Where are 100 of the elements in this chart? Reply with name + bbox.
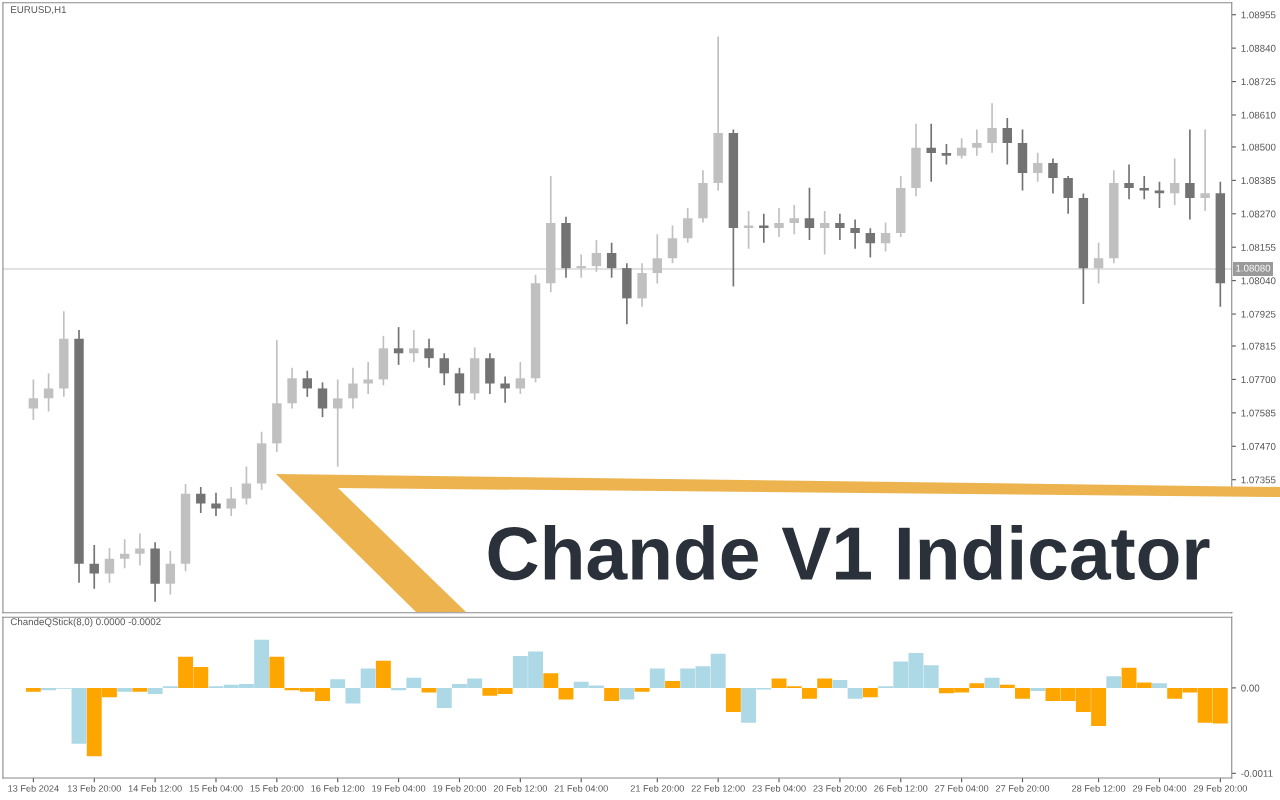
bar	[634, 687, 650, 692]
candlestick	[393, 326, 404, 366]
y-tick-label: 1.07815	[1241, 342, 1276, 350]
bar	[345, 687, 361, 704]
bar	[543, 673, 559, 688]
y-tick-label: 1.07700	[1241, 376, 1276, 384]
y-tick-label: 1.08155	[1241, 243, 1276, 251]
bar	[421, 687, 437, 693]
candlestick	[135, 532, 145, 567]
candlestick	[165, 550, 176, 596]
bar	[117, 687, 133, 692]
bar	[984, 677, 1000, 688]
y-tick-label: 1.08725	[1241, 78, 1276, 86]
x-tick-label: 29 Feb 04:00	[1132, 784, 1187, 792]
bar	[558, 687, 574, 700]
y-tick-label: 1.08385	[1241, 177, 1276, 184]
bar	[619, 687, 635, 700]
candlestick	[104, 547, 115, 584]
bar	[147, 687, 163, 695]
candlestick	[819, 210, 830, 256]
candlestick	[454, 366, 465, 407]
x-tick-label: 23 Feb 20:00	[813, 784, 867, 792]
x-tick-label: 27 Feb 20:00	[995, 784, 1050, 792]
bar	[969, 683, 985, 688]
bar	[604, 687, 620, 702]
candlestick	[28, 378, 39, 421]
candlestick	[1200, 128, 1210, 212]
candlestick	[865, 227, 876, 259]
x-tick-label: 21 Feb 20:00	[630, 784, 684, 792]
candlestick	[1033, 151, 1043, 183]
bar	[1152, 683, 1167, 688]
candlestick	[835, 212, 845, 241]
candlestick	[1002, 117, 1013, 166]
candlestick	[363, 361, 373, 395]
candlestick	[1063, 175, 1073, 215]
x-tick-label: 27 Feb 04:00	[935, 784, 989, 792]
x-tick-label: 26 Feb 12:00	[874, 784, 928, 792]
bar	[725, 687, 741, 712]
candlestick	[1139, 175, 1149, 201]
candlestick	[317, 381, 328, 419]
bar	[1015, 687, 1030, 699]
candlestick	[789, 204, 799, 235]
x-tick-label: 14 Feb 12:00	[128, 784, 182, 792]
bar	[862, 687, 878, 698]
candlestick	[1124, 163, 1134, 201]
y-tick-label: 0.00	[1241, 684, 1260, 692]
y-tick-label: 1.08500	[1241, 143, 1276, 151]
candlestick	[43, 372, 54, 413]
bar	[375, 660, 391, 688]
x-tick-label: 29 Feb 20:00	[1193, 784, 1247, 792]
x-tick-label: 23 Feb 04:00	[752, 784, 806, 792]
ref-line-label: 1.08080	[1236, 264, 1271, 272]
candlestick	[743, 210, 754, 250]
candlestick	[606, 242, 617, 279]
y-tick-label: 1.07470	[1241, 443, 1276, 450]
bar	[1030, 687, 1046, 691]
candlestick	[759, 212, 769, 244]
candlestick	[774, 207, 784, 238]
candlestick	[196, 486, 206, 514]
candlestick	[333, 378, 343, 468]
candlestick	[804, 186, 815, 241]
candlestick	[302, 369, 313, 398]
x-tick-label: 13 Feb 20:00	[67, 784, 121, 792]
y-tick-label: 1.07355	[1241, 476, 1276, 484]
x-tick-label: 21 Feb 04:00	[554, 784, 608, 792]
candlestick	[880, 221, 891, 253]
candlestick	[652, 233, 663, 285]
candlestick	[850, 218, 860, 250]
candlestick	[241, 465, 252, 506]
y-tick-label: 1.08610	[1241, 111, 1276, 119]
x-tick-label: 15 Feb 04:00	[189, 784, 243, 792]
candlestick	[226, 486, 236, 517]
y-tick-label: 1.07585	[1241, 409, 1276, 417]
candlestick	[1185, 128, 1195, 221]
candlestick	[941, 143, 952, 166]
bar	[802, 687, 817, 699]
x-tick-label: 22 Feb 12:00	[691, 784, 745, 792]
bar	[436, 687, 452, 709]
candlestick	[409, 329, 419, 363]
bar	[1106, 676, 1122, 688]
candlestick	[591, 239, 602, 273]
y-tick-label: 1.08955	[1241, 11, 1276, 19]
candlestick	[1093, 242, 1104, 285]
candlestick	[667, 224, 678, 265]
candlestick	[348, 366, 358, 410]
x-tick-label: 16 Feb 12:00	[311, 784, 365, 792]
candlestick	[683, 207, 693, 244]
candlestick	[515, 361, 526, 395]
bar	[847, 687, 863, 699]
candlestick	[424, 337, 434, 369]
candlestick	[119, 538, 130, 570]
candlestick	[926, 122, 936, 183]
x-tick-label: 15 Feb 20:00	[250, 784, 304, 792]
bar	[817, 678, 833, 688]
bar	[330, 679, 346, 688]
candlestick	[89, 544, 99, 590]
candlestick	[439, 352, 449, 387]
bar	[406, 677, 422, 688]
y-tick-label: 1.07925	[1241, 310, 1276, 318]
bar	[665, 680, 680, 688]
